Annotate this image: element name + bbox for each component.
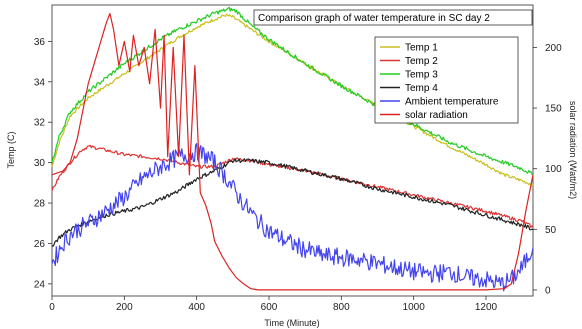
y2-tick-label: 200 <box>545 43 562 54</box>
legend-entry: Temp 3 <box>405 70 438 81</box>
legend-entry: solar radiation <box>405 110 468 121</box>
chart-title: Comparison graph of water temperature in… <box>258 13 490 24</box>
y-tick-label: 26 <box>34 239 46 250</box>
x-tick-label: 1200 <box>475 302 498 313</box>
series-line-3 <box>51 158 533 247</box>
y2-tick-label: 100 <box>545 164 562 175</box>
y2-tick-label: 50 <box>545 225 557 236</box>
legend-box <box>374 36 519 124</box>
legend-entry: Temp 4 <box>405 83 438 94</box>
legend-entry: Temp 2 <box>405 56 438 67</box>
legend: Temp 1 Temp 2 Temp 3 Temp 4 Ambient temperat… <box>374 36 519 124</box>
x-tick-label: 400 <box>188 302 205 313</box>
y-axis-left: 24 26 28 30 32 34 36 <box>34 37 52 290</box>
plot-area <box>51 6 534 292</box>
y-axis-right: 0 50 100 150 200 <box>533 43 562 296</box>
y-tick-label: 34 <box>34 77 46 88</box>
y2-axis-label: solar radiation (Watt/m2) <box>568 101 578 199</box>
y-tick-label: 24 <box>34 279 46 290</box>
x-axis: 0 200 400 600 800 1000 1200 <box>49 296 498 313</box>
y2-tick-label: 150 <box>545 104 562 115</box>
legend-entry: Temp 1 <box>405 43 438 54</box>
y-tick-label: 36 <box>34 37 46 48</box>
x-tick-label: 200 <box>116 302 133 313</box>
y2-tick-label: 0 <box>545 285 551 296</box>
y-tick-label: 30 <box>34 158 46 169</box>
x-tick-label: 1000 <box>403 302 426 313</box>
y-axis-label: Temp (C) <box>6 131 16 168</box>
legend-entry: Ambient temperature <box>405 97 499 108</box>
chart-title-box: Comparison graph of water temperature in… <box>253 9 533 26</box>
x-tick-label: 0 <box>49 302 55 313</box>
x-axis-label: Time (Minute) <box>264 318 319 328</box>
series-line-0 <box>51 13 534 187</box>
x-tick-label: 600 <box>261 302 278 313</box>
x-tick-label: 800 <box>333 302 350 313</box>
series-line-5 <box>51 12 534 291</box>
y-tick-label: 28 <box>34 199 46 210</box>
y-tick-label: 32 <box>34 118 46 129</box>
series-line-4 <box>51 143 534 292</box>
